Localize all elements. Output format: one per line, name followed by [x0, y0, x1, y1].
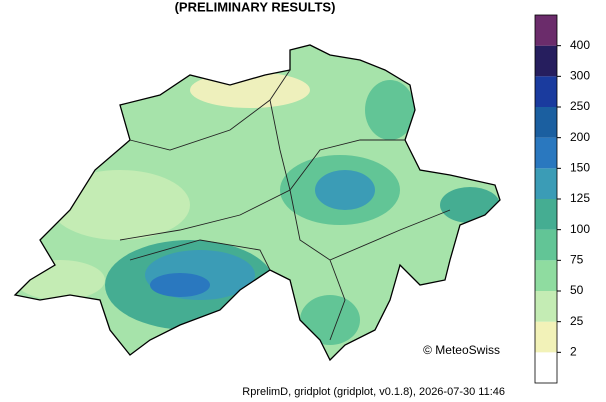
colorbar-label: 150: [570, 161, 590, 175]
colorbar-label: 75: [570, 253, 584, 267]
colorbar-label: 400: [570, 38, 590, 52]
colorbar-segment: [535, 137, 557, 169]
colorbar-segment: [535, 352, 557, 383]
colorbar-segment: [535, 321, 557, 353]
colorbar-label: 300: [570, 69, 590, 83]
colorbar-label: 125: [570, 191, 590, 205]
colorbar-label: 100: [570, 222, 590, 236]
colorbar-segment: [535, 168, 557, 199]
colorbar-label: 25: [570, 314, 584, 328]
colorbar-segment: [535, 107, 557, 138]
canton-borders: [119, 69, 451, 341]
colorbar-segment: [535, 76, 557, 107]
colorbar-segment: [535, 15, 557, 46]
colorbar-segment: [535, 45, 557, 77]
colorbar: 2 25 50 75 100 125 150 200 250 300 400: [534, 14, 590, 384]
colorbar-label: 250: [570, 99, 590, 113]
colorbar-segment: [535, 229, 557, 261]
country-border: [13, 44, 501, 362]
colorbar-segment: [535, 199, 557, 230]
colorbar-segment: [535, 291, 557, 322]
footer: RprelimD, gridplot (gridplot, v0.1.8), 2…: [242, 386, 505, 398]
colorbar-label: 50: [570, 283, 584, 297]
colorbar-label: 200: [570, 130, 590, 144]
colorbar-segment: [535, 260, 557, 291]
credit: © MeteoSwiss: [423, 343, 500, 357]
map-title: (PRELIMINARY RESULTS): [175, 0, 336, 14]
colorbar-label: 2: [570, 345, 577, 359]
